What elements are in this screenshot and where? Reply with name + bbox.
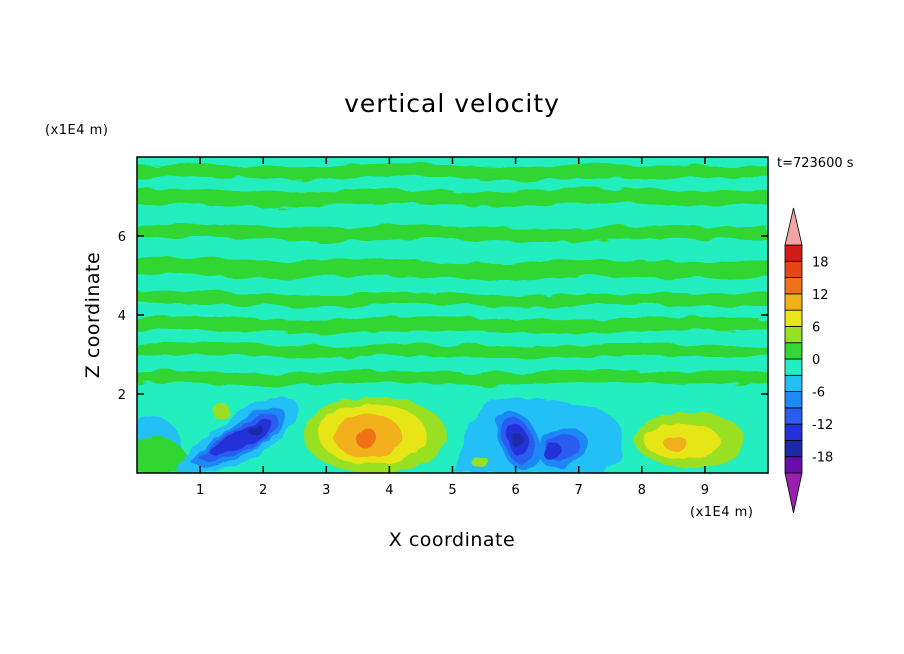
time-label: t=723600 s bbox=[777, 156, 854, 171]
contour-field bbox=[137, 157, 768, 473]
y-axis-ticks: 2 4 6 bbox=[118, 230, 768, 403]
colorbar-tick-label: 6 bbox=[812, 320, 820, 335]
y-tick-label: 6 bbox=[118, 230, 126, 245]
x-tick-label: 3 bbox=[322, 483, 330, 498]
colorbar-under-arrow bbox=[784, 472, 803, 514]
colorbar-tick-label: -12 bbox=[812, 418, 833, 433]
colorbar-tick-label: 12 bbox=[812, 288, 829, 303]
colorbar-swatch bbox=[784, 407, 803, 425]
colorbar-tick-label: -18 bbox=[812, 451, 833, 466]
updraft-negative-cell-2 bbox=[495, 411, 541, 470]
colorbar-swatch bbox=[784, 326, 803, 344]
updraft-negative-cell-3 bbox=[537, 428, 588, 468]
x-unit-label: (x1E4 m) bbox=[690, 505, 753, 520]
x-tick-label: 8 bbox=[638, 483, 646, 498]
x-axis-ticks: 1 2 3 4 5 6 7 8 9 bbox=[196, 157, 709, 498]
upper-green-bands bbox=[137, 163, 768, 386]
x-tick-label: 7 bbox=[575, 483, 583, 498]
colorbar-tick-label: -6 bbox=[812, 386, 825, 401]
x-tick-label: 6 bbox=[511, 483, 519, 498]
x-tick-label: 9 bbox=[701, 483, 709, 498]
colorbar-swatch bbox=[784, 277, 803, 295]
x-axis-label: X coordinate bbox=[389, 529, 515, 551]
colorbar-swatch bbox=[784, 358, 803, 376]
colorbar-swatch bbox=[784, 423, 803, 441]
y-tick-label: 4 bbox=[118, 309, 126, 324]
x-tick-label: 5 bbox=[448, 483, 456, 498]
y-axis-label: Z coordinate bbox=[82, 252, 104, 378]
positive-cell-center bbox=[303, 397, 447, 473]
colorbar-over-arrow bbox=[784, 207, 803, 246]
colorbar-swatch bbox=[784, 456, 803, 474]
colorbar-swatch bbox=[784, 293, 803, 311]
colorbar: 18 12 6 0 -6 -12 -18 bbox=[784, 207, 833, 514]
small-surface-features bbox=[213, 404, 489, 467]
x-tick-label: 4 bbox=[385, 483, 393, 498]
colorbar-swatch bbox=[784, 244, 803, 262]
y-tick-label: 2 bbox=[118, 388, 126, 403]
x-tick-label: 2 bbox=[259, 483, 267, 498]
y-unit-label: (x1E4 m) bbox=[45, 123, 108, 138]
colorbar-tick-label: 0 bbox=[812, 353, 820, 368]
colorbar-swatch bbox=[784, 391, 803, 409]
colorbar-swatch bbox=[784, 309, 803, 327]
colorbar-swatch bbox=[784, 374, 803, 392]
colorbar-swatch bbox=[784, 342, 803, 360]
colorbar-swatch bbox=[784, 440, 803, 458]
near-surface-background bbox=[137, 416, 192, 473]
colorbar-swatch bbox=[784, 260, 803, 278]
updraft-negative-cell-1 bbox=[178, 397, 299, 472]
x-tick-label: 1 bbox=[196, 483, 204, 498]
colorbar-tick-label: 18 bbox=[812, 255, 829, 270]
positive-cell-right bbox=[635, 412, 745, 468]
chart-title: vertical velocity bbox=[344, 89, 560, 118]
